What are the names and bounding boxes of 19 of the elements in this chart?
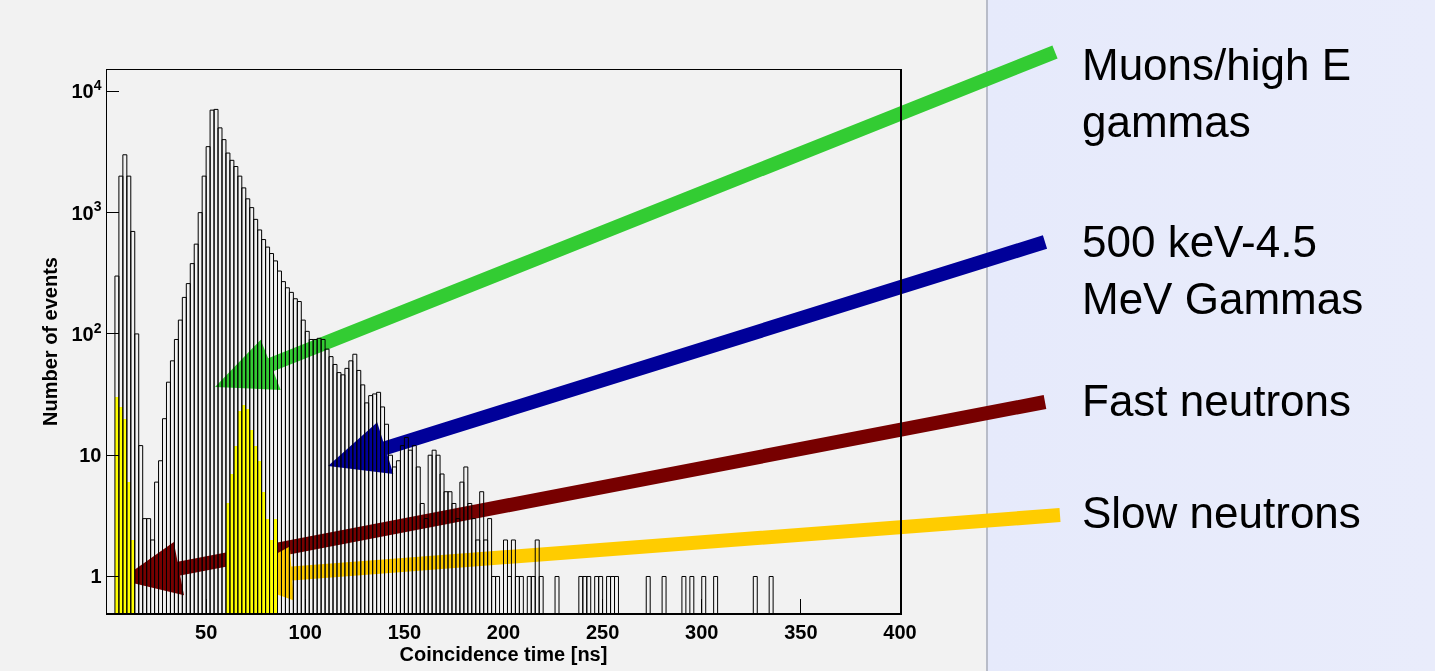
- x-tick-label: 50: [195, 620, 218, 643]
- text: Fast neutrons: [1082, 376, 1352, 425]
- text: Slow neutrons: [1082, 488, 1361, 537]
- x-tick-label: 300: [685, 620, 719, 643]
- y-axis-title: Number of events: [39, 257, 62, 426]
- x-tick-label: 100: [288, 620, 322, 643]
- y-tick-label: 1: [90, 565, 102, 588]
- text: Muons/high E gammas: [1082, 40, 1352, 147]
- y-tick-label: 10$^{3}$: [71, 198, 102, 224]
- x-axis-title: Coincidence time [ns]: [399, 642, 608, 665]
- text: 500 keV-4.5 MeV Gammas: [1082, 217, 1364, 324]
- y-tick-label: 10$^{2}$: [71, 319, 102, 345]
- x-tick-label: 250: [585, 620, 620, 643]
- y-tick-label: 10: [79, 444, 102, 467]
- x-tick-label: 200: [486, 620, 521, 643]
- x-tick-label: 400: [883, 620, 917, 643]
- x-tick-label: 150: [387, 620, 422, 643]
- x-tick-label: 350: [784, 620, 818, 643]
- y-tick-label: 10$^{4}$: [71, 76, 102, 103]
